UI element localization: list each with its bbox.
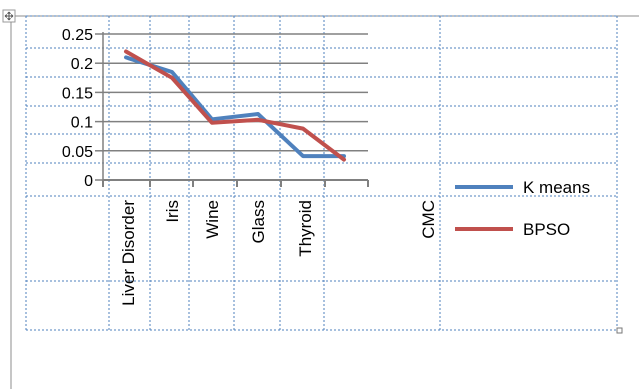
x-axis [102, 32, 369, 187]
y-tick-label: 0.1 [71, 115, 93, 132]
legend-label: BPSO [523, 220, 570, 239]
series-lines [124, 49, 346, 162]
y-tick-label: 0.05 [62, 144, 93, 161]
y-tick-label: 0.2 [71, 56, 93, 73]
series-line [124, 49, 346, 162]
gridlines [103, 33, 368, 152]
series-line [124, 55, 346, 159]
move-handle-icon[interactable] [2, 9, 16, 23]
category-label: CMC [419, 200, 438, 239]
category-label: Glass [249, 200, 268, 243]
legend-label: K means [523, 178, 590, 197]
table-grid [25, 15, 618, 331]
category-label: Thyroid [296, 200, 315, 257]
category-label: Liver Disorder [119, 200, 138, 306]
resize-handle[interactable] [616, 327, 623, 334]
category-label: Wine [203, 200, 222, 239]
y-axis-ticks: 0.25 0.2 0.15 0.1 0.05 0 [62, 27, 103, 190]
legend: K means BPSO [455, 178, 590, 239]
category-labels: Liver Disorder Iris Wine Glass Thyroid CMC [119, 200, 438, 306]
y-tick-label: 0.15 [62, 85, 93, 102]
y-tick-label: 0 [84, 173, 93, 190]
category-label: Iris [163, 200, 182, 223]
y-tick-label: 0.25 [62, 27, 93, 44]
